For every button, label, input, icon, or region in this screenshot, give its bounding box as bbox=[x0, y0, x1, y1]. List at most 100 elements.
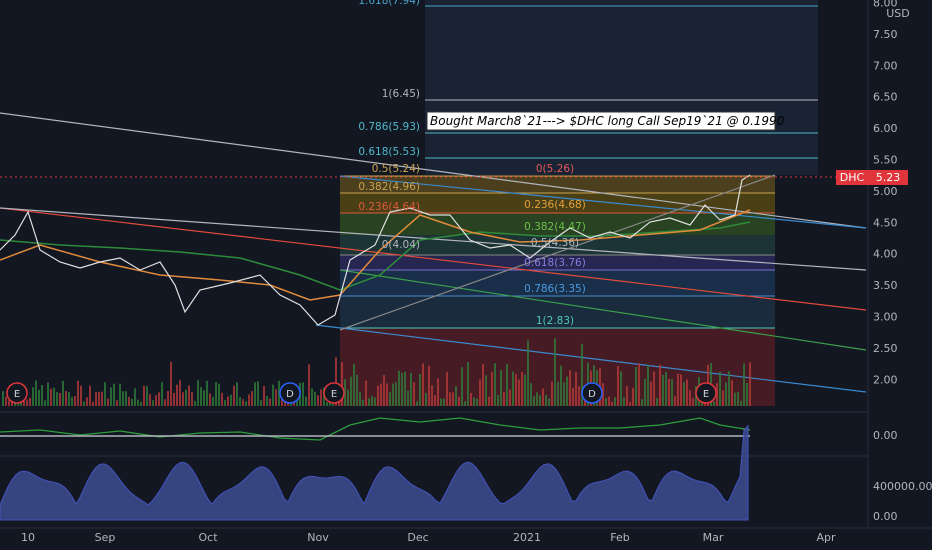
volume-bar bbox=[122, 391, 124, 406]
volume-bar bbox=[362, 399, 364, 406]
volume-bar bbox=[77, 380, 79, 406]
volume-bar bbox=[191, 392, 193, 406]
volume-bar bbox=[683, 381, 685, 406]
volume-bar bbox=[47, 382, 49, 406]
volume-bar bbox=[560, 365, 562, 406]
volume-bar bbox=[644, 378, 646, 406]
volume-bar bbox=[743, 363, 745, 406]
volume-bar bbox=[737, 391, 739, 406]
volume-bar bbox=[146, 386, 148, 406]
price-tick-label: 7.50 bbox=[873, 28, 898, 41]
moving-average bbox=[0, 221, 751, 291]
volume-bar bbox=[554, 338, 556, 406]
fib-label: 1(6.45) bbox=[382, 88, 420, 100]
volume-bar bbox=[80, 385, 82, 406]
volume-bar bbox=[656, 398, 658, 406]
fib-zone bbox=[340, 296, 775, 328]
volume-bar bbox=[578, 386, 580, 406]
volume-bar bbox=[680, 374, 682, 406]
event-marker bbox=[581, 382, 603, 404]
volume-bar bbox=[674, 396, 676, 406]
volume-bar bbox=[575, 371, 577, 406]
volume-bar bbox=[539, 395, 541, 406]
volume-bar bbox=[629, 401, 631, 406]
volume-bar bbox=[470, 392, 472, 406]
volume-bar bbox=[116, 400, 118, 406]
volume-bar bbox=[497, 394, 499, 406]
volume-bar bbox=[641, 399, 643, 406]
volume-bar bbox=[98, 391, 100, 406]
volume-bar bbox=[23, 400, 25, 406]
time-tick-label: 10 bbox=[21, 531, 35, 544]
volume-bar bbox=[395, 382, 397, 406]
volume-bar bbox=[464, 401, 466, 406]
ticker-price: 5.23 bbox=[876, 171, 901, 184]
price-tick-label: 5.50 bbox=[873, 154, 898, 167]
indicator-tick-label: 0.00 bbox=[873, 510, 898, 523]
volume-bar bbox=[314, 391, 316, 406]
time-tick-label: 2021 bbox=[513, 531, 541, 544]
volume-bar bbox=[86, 397, 88, 406]
volume-bar bbox=[716, 383, 718, 406]
price-tick-label: 4.00 bbox=[873, 248, 898, 261]
volume-bar bbox=[506, 364, 508, 406]
volume-bar bbox=[194, 400, 196, 406]
time-tick-label: Sep bbox=[95, 531, 116, 544]
volume-bar bbox=[416, 401, 418, 406]
volume-bar bbox=[209, 393, 211, 406]
volume-bar bbox=[326, 401, 328, 406]
time-tick-label: Mar bbox=[703, 531, 724, 544]
volume-bar bbox=[173, 392, 175, 406]
volume-bar bbox=[509, 389, 511, 406]
volume-bar bbox=[182, 392, 184, 406]
fib-label: 0.382(4.47) bbox=[524, 221, 586, 233]
volume-bar bbox=[485, 375, 487, 406]
volume-bar bbox=[620, 371, 622, 406]
volume-bar bbox=[5, 396, 7, 406]
volume-bar bbox=[29, 397, 31, 406]
volume-bar bbox=[227, 396, 229, 406]
price-line bbox=[0, 174, 751, 326]
volume-bar bbox=[32, 387, 34, 406]
volume-bar bbox=[203, 390, 205, 406]
volume-bar bbox=[353, 364, 355, 406]
volume-bar bbox=[440, 398, 442, 406]
volume-bar bbox=[398, 370, 400, 406]
volume-bar bbox=[65, 391, 67, 406]
price-tick-label: 6.50 bbox=[873, 91, 898, 104]
volume-bar bbox=[317, 395, 319, 406]
volume-bar bbox=[431, 385, 433, 406]
oscillator bbox=[0, 417, 751, 441]
volume-bar bbox=[638, 363, 640, 406]
time-tick-label: Dec bbox=[407, 531, 428, 544]
volume-bar bbox=[662, 374, 664, 406]
annotation: Bought March8`21---> $DHC long Call Sep1… bbox=[426, 111, 785, 131]
volume-bar bbox=[557, 381, 559, 406]
indicator-tick-label: 0.00 bbox=[873, 429, 898, 442]
volume-bar bbox=[158, 392, 160, 406]
volume-bar bbox=[206, 380, 208, 406]
volume-bar bbox=[671, 379, 673, 406]
volume-bar bbox=[53, 387, 55, 406]
volume-bar bbox=[503, 392, 505, 406]
volume-bar bbox=[512, 371, 514, 406]
fib-label: 0.236(4.64) bbox=[358, 201, 420, 213]
event-label: D bbox=[588, 389, 596, 400]
volume-bar bbox=[38, 389, 40, 406]
volume-bar bbox=[68, 392, 70, 406]
event-marker bbox=[279, 382, 301, 404]
volume-bar bbox=[374, 397, 376, 406]
volume-bar bbox=[647, 365, 649, 406]
volume-bar bbox=[551, 381, 553, 406]
volume-bar bbox=[719, 371, 721, 406]
volume-bar bbox=[536, 392, 538, 406]
event-label: E bbox=[331, 389, 337, 400]
time-tick-label: Feb bbox=[610, 531, 629, 544]
volume-bar bbox=[437, 378, 439, 406]
fib-label: 1(2.83) bbox=[536, 315, 574, 327]
volume-bar bbox=[257, 381, 259, 406]
fib-label: 0.5(5.24) bbox=[372, 163, 420, 175]
volume-bar bbox=[581, 343, 583, 406]
fib-zone bbox=[340, 270, 775, 296]
volume-bar bbox=[95, 392, 97, 406]
